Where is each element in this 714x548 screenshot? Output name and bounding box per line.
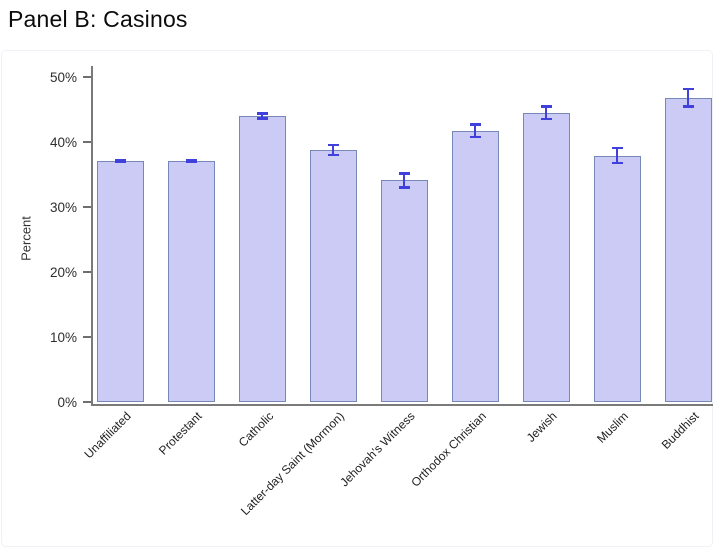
error-bar-cap-top	[327, 143, 339, 147]
x-tick-label: Protestant	[156, 409, 205, 458]
error-bar-cap-top	[611, 146, 623, 150]
bar	[664, 97, 712, 402]
y-tick-label: 10%	[49, 330, 77, 345]
panel-title: Panel B: Casinos	[8, 6, 188, 32]
y-tick-mark	[83, 401, 91, 403]
error-bar-cap-bottom	[469, 135, 481, 139]
bar	[238, 116, 286, 402]
error-bar-cap-bottom	[398, 186, 410, 189]
error-bar-cap-bottom	[611, 161, 623, 165]
y-tick-label: 40%	[49, 135, 77, 150]
error-bar-line	[403, 173, 405, 188]
bar	[167, 160, 215, 402]
error-bar-line	[687, 88, 689, 107]
y-axis-line	[91, 66, 93, 406]
error-bar-cap-bottom	[114, 160, 126, 164]
y-tick-mark	[83, 206, 91, 208]
error-bar-cap-top	[398, 172, 410, 175]
error-bar-cap-bottom	[327, 153, 339, 156]
error-bar-cap-top	[256, 112, 268, 115]
y-tick-mark	[83, 141, 91, 143]
y-tick-label: 30%	[49, 200, 77, 215]
y-tick-label: 50%	[49, 70, 77, 85]
error-bar-cap-bottom	[256, 117, 268, 120]
figure-frame	[1, 50, 713, 547]
bar	[522, 112, 570, 402]
error-bar-line	[332, 144, 334, 155]
error-bar-cap-top	[114, 158, 126, 162]
x-tick-label: Muslim	[594, 409, 631, 446]
bar	[451, 130, 499, 402]
y-tick-label: 20%	[49, 265, 77, 280]
error-bar-line	[545, 106, 547, 120]
bar	[593, 155, 641, 402]
x-tick-label: Unaffiliated	[81, 409, 134, 462]
x-tick-label: Buddhist	[658, 409, 702, 452]
bar	[309, 149, 357, 402]
error-bar-line	[474, 124, 476, 138]
error-bar-cap-top	[185, 158, 197, 162]
x-tick-label: Jehovah's Witness	[337, 409, 418, 490]
x-axis-line	[91, 404, 713, 406]
error-bar-line	[261, 113, 263, 119]
y-tick-label: 0%	[57, 395, 77, 410]
error-bar-cap-top	[682, 87, 694, 91]
y-tick-mark	[83, 336, 91, 338]
error-bar-cap-top	[469, 123, 481, 126]
error-bar-cap-bottom	[540, 117, 552, 121]
y-axis-label: Percent	[18, 216, 34, 261]
error-bar-cap-bottom	[185, 160, 197, 164]
x-tick-label: Jewish	[524, 409, 560, 445]
bar	[380, 180, 428, 402]
x-tick-label: Catholic	[235, 409, 276, 450]
error-bar-cap-top	[540, 105, 552, 108]
y-tick-mark	[83, 76, 91, 78]
x-tick-label: Orthodox Christian	[408, 409, 489, 490]
error-bar-cap-bottom	[682, 105, 694, 108]
error-bar-line	[616, 147, 618, 164]
y-tick-mark	[83, 271, 91, 273]
bar	[96, 160, 144, 402]
